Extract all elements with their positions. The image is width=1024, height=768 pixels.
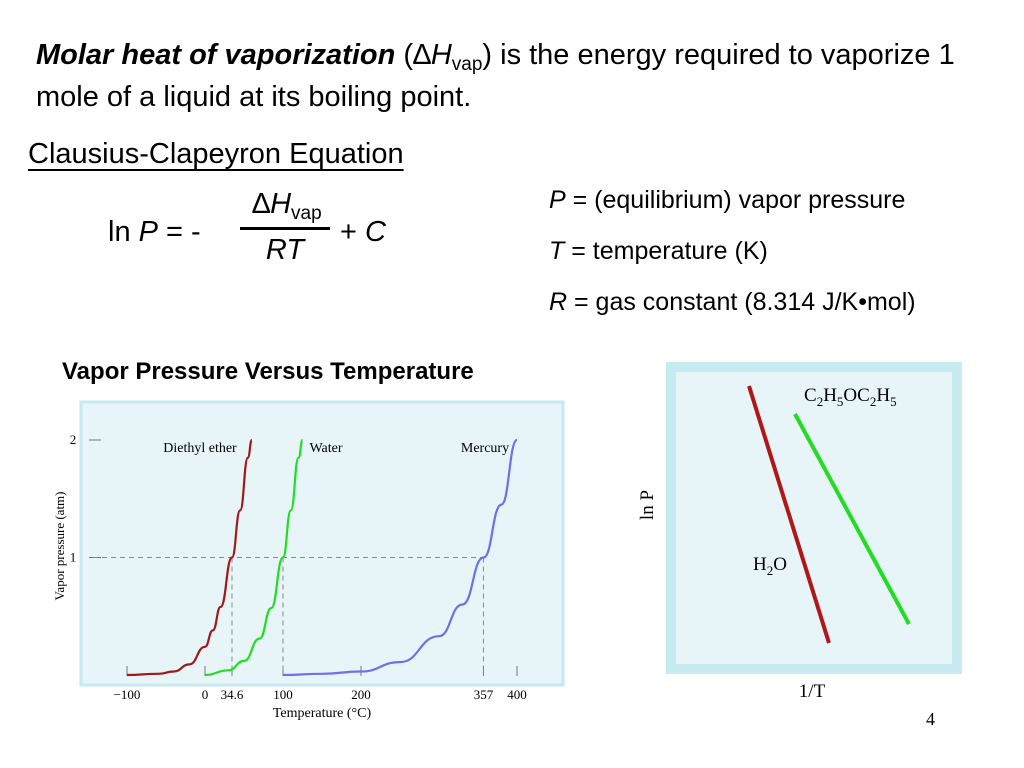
equals-minus: = -	[157, 216, 201, 248]
fraction-numerator: ∆Hvap	[240, 188, 330, 224]
plus-text: +	[340, 216, 365, 248]
definition-text: = gas constant (8.314 J/K•mol)	[567, 288, 916, 316]
definition-t: T = temperature (K)	[549, 237, 768, 266]
vap-subscript: vap	[451, 54, 483, 75]
definition-p: P = (equilibrium) vapor pressure	[549, 186, 905, 215]
series-line-1	[204, 438, 304, 677]
term-molar-heat: Molar heat of vaporization	[36, 39, 396, 71]
series-label: Diethyl ether	[163, 441, 237, 456]
h2o-series-label: H2O	[753, 554, 787, 578]
chart-plot-area	[79, 400, 565, 687]
x-tick-label: 100	[273, 687, 293, 702]
x-tick-label: −100	[114, 687, 141, 702]
h2o-line	[747, 385, 831, 644]
x-tick-label: 357	[474, 687, 494, 702]
numerator-delta: ∆	[252, 188, 271, 220]
chart-title: Vapor Pressure Versus Temperature	[62, 358, 474, 385]
page-number: 4	[926, 709, 935, 729]
ln-p-plot-area	[676, 372, 952, 664]
h-symbol: H	[430, 39, 452, 71]
ether-series-label: C2H5OC2H5	[804, 385, 897, 409]
y-axis-label: Vapor pressure (atm)	[52, 491, 67, 600]
series-label: Mercury	[461, 441, 509, 456]
definition-symbol: P	[549, 186, 566, 214]
equation-left-side: ln P = -	[108, 216, 201, 249]
ln-text: ln	[108, 216, 139, 248]
equation-fraction: ∆Hvap RT	[240, 188, 330, 267]
p-symbol: P	[138, 216, 158, 248]
numerator-h: H	[270, 188, 292, 220]
definition-symbol: T	[549, 237, 565, 265]
delta-symbol: ∆	[413, 39, 431, 71]
intro-rest: ) is the energy required to vaporize 1 m…	[36, 39, 955, 113]
intro-text: Molar heat of vaporization (∆Hvap) is th…	[36, 34, 996, 118]
intro-open-paren: (	[403, 39, 414, 71]
y-tick-label: 1	[70, 550, 77, 565]
ln-p-axis-label: ln P	[637, 490, 658, 520]
series-line-2	[282, 438, 519, 677]
inverse-t-axis-label: 1/T	[799, 681, 826, 702]
definition-text: = temperature (K)	[564, 237, 768, 265]
x-axis-label: Temperature (°C)	[273, 706, 372, 721]
series-label: Water	[309, 441, 342, 456]
ether-line	[793, 413, 911, 625]
c-symbol: C	[365, 216, 386, 248]
definition-text: = (equilibrium) vapor pressure	[565, 186, 906, 214]
series-line-0	[126, 438, 253, 677]
x-tick-label: 200	[351, 687, 371, 702]
x-tick-label: 400	[507, 687, 527, 702]
x-tick-label: 34.6	[221, 687, 244, 702]
equation-plus-c: + C	[340, 216, 386, 249]
numerator-vap: vap	[291, 203, 322, 224]
definition-r: R = gas constant (8.314 J/K•mol)	[549, 288, 916, 317]
x-tick-label: 0	[202, 687, 209, 702]
fraction-bar	[240, 227, 330, 230]
y-tick-label: 2	[70, 432, 77, 447]
equation-heading: Clausius-Clapeyron Equation	[28, 138, 404, 170]
fraction-denominator: RT	[265, 234, 305, 266]
definition-symbol: R	[549, 288, 568, 316]
